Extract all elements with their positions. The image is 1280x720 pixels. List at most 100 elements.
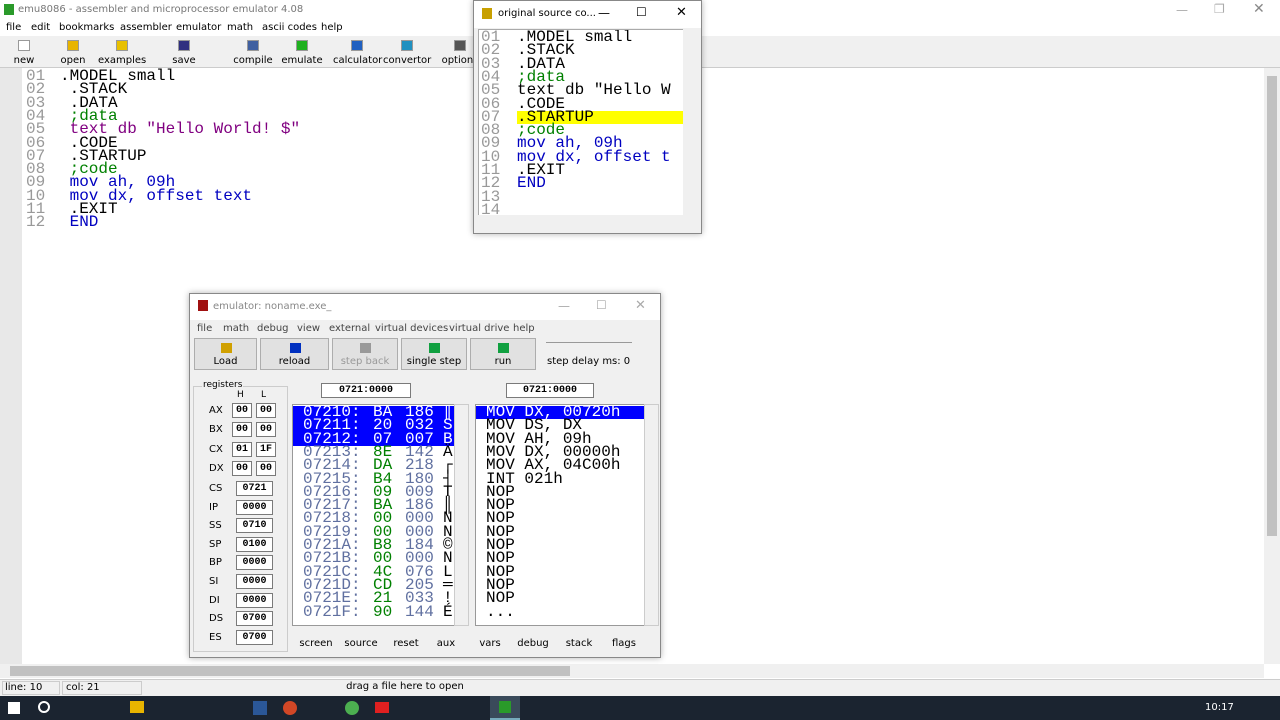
register-h[interactable]: 01 xyxy=(232,441,252,457)
instruction-row[interactable]: NOP xyxy=(476,524,644,540)
delay-slider[interactable] xyxy=(546,342,632,350)
toolbar-button[interactable]: calculator xyxy=(333,37,382,67)
instruction-row[interactable]: NOP xyxy=(476,510,644,526)
close[interactable]: ✕ xyxy=(1253,1,1265,17)
word-icon[interactable] xyxy=(253,701,267,715)
minimize[interactable]: — xyxy=(1176,3,1188,17)
chrome-icon[interactable] xyxy=(345,701,359,715)
close[interactable]: ✕ xyxy=(676,5,687,20)
menu-item[interactable]: bookmarks xyxy=(59,22,115,33)
toolbar-button[interactable]: options xyxy=(436,37,484,67)
instruction-row[interactable]: MOV DX, 00720h xyxy=(476,405,644,420)
memory-row[interactable]: 0721A: B8 184 © xyxy=(293,537,454,553)
source-view[interactable]: 01 .MODEL small 02 .STACK 03 .DATA 04 ;data 05 te… xyxy=(478,29,684,216)
bottom-button[interactable]: aux xyxy=(436,638,456,649)
register-value[interactable]: 0710 xyxy=(236,518,273,534)
memory-row[interactable]: 0721F: 90 144 É xyxy=(293,603,454,619)
instruction-row[interactable]: NOP xyxy=(476,563,644,579)
menu-item[interactable]: assembler xyxy=(120,22,172,33)
address-left[interactable]: 0721:0000 xyxy=(321,383,411,398)
bottom-button[interactable]: debug xyxy=(517,638,549,649)
emulator-button[interactable]: Load xyxy=(194,338,257,370)
toolbar-button[interactable]: emulate xyxy=(278,37,326,67)
emulator-button[interactable]: run xyxy=(470,338,536,370)
h-scrollbar[interactable] xyxy=(478,215,683,229)
menu-item[interactable]: edit xyxy=(31,22,51,33)
memory-row[interactable]: 07211: 20 032 S xyxy=(293,417,454,433)
memory-row[interactable]: 0721D: CD 205 ═ xyxy=(293,577,454,593)
toolbar-button[interactable]: save xyxy=(160,37,208,67)
menu-item[interactable]: math xyxy=(223,323,250,334)
menu-item[interactable]: emulator xyxy=(176,22,222,33)
minimize[interactable]: — xyxy=(598,6,610,20)
toolbar-button[interactable]: examples xyxy=(98,37,146,67)
menu-item[interactable]: external xyxy=(329,323,371,334)
toolbar-button[interactable]: convertor xyxy=(383,37,431,67)
register-value[interactable]: 0100 xyxy=(236,536,273,552)
bottom-button[interactable]: vars xyxy=(479,638,501,649)
emulator-button[interactable]: single step xyxy=(401,338,467,370)
register-h[interactable]: 00 xyxy=(232,403,252,418)
menu-item[interactable]: virtual drive xyxy=(449,323,510,334)
memory-list[interactable]: 07210: BA 186 ║ 07211: 20 032 S 07212: 07 007 B 0721… xyxy=(292,404,455,626)
menu-item[interactable]: ascii codes xyxy=(262,22,317,33)
register-h[interactable]: 00 xyxy=(232,422,252,438)
memory-row[interactable]: 07212: 07 007 B xyxy=(293,430,454,447)
instruction-row[interactable]: ... xyxy=(476,603,644,619)
memory-row[interactable]: 0721B: 00 000 N xyxy=(293,550,454,566)
address-right[interactable]: 0721:0000 xyxy=(506,383,594,398)
emulator-button[interactable]: step back xyxy=(332,338,398,370)
register-value[interactable]: 0000 xyxy=(236,555,273,571)
instruction-row[interactable]: NOP xyxy=(476,497,644,513)
bottom-button[interactable]: flags xyxy=(612,638,636,649)
menu-item[interactable]: virtual devices xyxy=(375,323,449,334)
v-scrollbar[interactable] xyxy=(1264,68,1280,664)
search[interactable] xyxy=(38,701,50,713)
emulator-button[interactable]: reload xyxy=(260,338,329,370)
memory-row[interactable]: 07213: 8E 142 Ä xyxy=(293,444,454,460)
disassembly-list[interactable]: MOV DX, 00720h MOV DS, DX MOV AH, 09h MOV D… xyxy=(475,404,645,626)
start-button[interactable] xyxy=(8,702,20,714)
instruction-row[interactable]: NOP xyxy=(476,484,644,500)
emu-task[interactable] xyxy=(490,696,520,720)
instruction-row[interactable]: MOV DX, 00000h xyxy=(476,444,644,460)
menu-item[interactable]: file xyxy=(197,323,213,334)
instruction-row[interactable]: NOP xyxy=(476,550,644,566)
register-value[interactable]: 0721 xyxy=(236,481,273,496)
toolbar-button[interactable]: new xyxy=(0,37,48,67)
scroll-thumb[interactable] xyxy=(1267,76,1277,536)
bottom-button[interactable]: screen xyxy=(299,638,333,649)
menu-item[interactable]: help xyxy=(321,22,343,33)
register-value[interactable]: 0000 xyxy=(236,574,273,589)
memory-row[interactable]: 07210: BA 186 ║ xyxy=(293,405,454,420)
memory-row[interactable]: 0721C: 4C 076 L xyxy=(293,563,454,579)
maximize[interactable]: ☐ xyxy=(596,298,607,312)
memory-row[interactable]: 07214: DA 218 ┌ xyxy=(293,457,454,473)
register-l[interactable]: 00 xyxy=(256,460,276,476)
menu-item[interactable]: debug xyxy=(257,323,289,334)
register-value[interactable]: 0000 xyxy=(236,592,273,608)
scroll-thumb[interactable] xyxy=(10,666,570,676)
memory-row[interactable]: 07216: 09 009 T xyxy=(293,484,454,500)
h-scrollbar[interactable] xyxy=(0,664,1264,678)
register-h[interactable]: 00 xyxy=(232,460,252,476)
close[interactable]: ✕ xyxy=(635,298,646,313)
instruction-row[interactable]: INT 021h xyxy=(476,470,644,486)
v-scrollbar[interactable] xyxy=(683,29,698,216)
menu-item[interactable]: math xyxy=(227,22,254,33)
register-value[interactable]: 0000 xyxy=(236,499,273,515)
toolbar-button[interactable]: open xyxy=(49,37,97,67)
menu-item[interactable]: view xyxy=(297,323,321,334)
explorer-icon[interactable] xyxy=(130,701,144,713)
maximize[interactable]: ❐ xyxy=(1214,2,1225,16)
v-scrollbar[interactable] xyxy=(454,404,469,626)
memory-row[interactable]: 07215: B4 180 ┤ xyxy=(293,470,454,486)
instruction-row[interactable]: MOV AH, 09h xyxy=(476,430,644,446)
minimize[interactable]: — xyxy=(558,299,570,313)
instruction-row[interactable]: NOP xyxy=(476,590,644,606)
ppt-icon[interactable] xyxy=(283,701,297,715)
register-l[interactable]: 00 xyxy=(256,403,276,418)
toolbar-button[interactable]: compile xyxy=(229,37,277,67)
memory-row[interactable]: 07218: 00 000 N xyxy=(293,510,454,526)
register-value[interactable]: 0700 xyxy=(236,629,273,645)
